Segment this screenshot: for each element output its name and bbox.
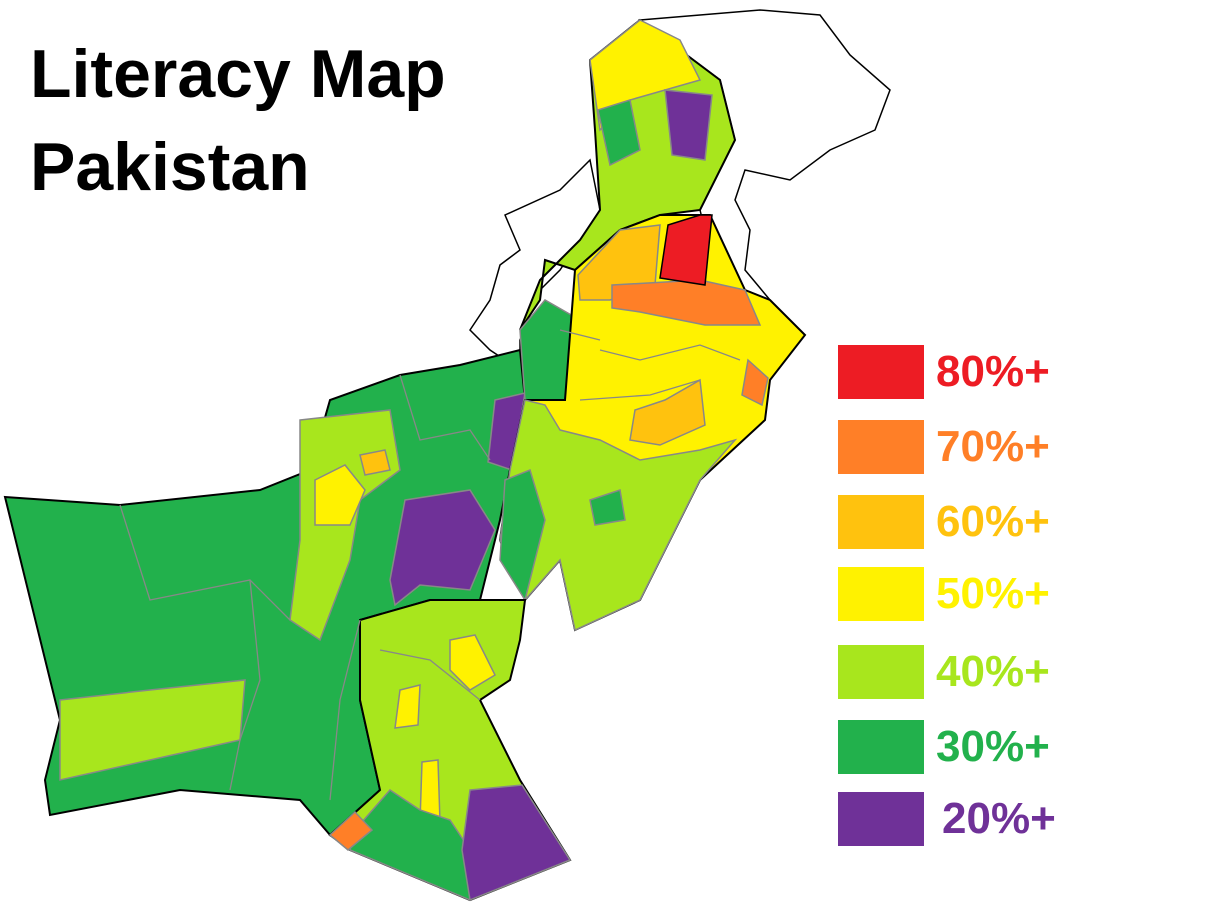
legend-swatch — [838, 420, 924, 474]
legend-label: 40%+ — [936, 647, 1050, 696]
region-sindh-yellow-north — [449, 634, 496, 691]
legend-label: 80%+ — [936, 347, 1050, 396]
legend-label: 70%+ — [936, 422, 1050, 471]
region-punjab-green — [589, 489, 626, 526]
region-balochistan-yellow — [314, 464, 366, 526]
legend-label: 20%+ — [942, 794, 1056, 843]
region-sindh-yellow-center — [394, 684, 421, 729]
region-karachi-orange — [328, 810, 374, 851]
legend-swatch — [838, 495, 924, 549]
region-punjab-west-green — [499, 468, 546, 602]
region-balochistan-purple-center — [389, 489, 496, 607]
legend-swatch — [838, 567, 924, 621]
region-punjab-orange — [611, 279, 762, 326]
legend-label: 60%+ — [936, 497, 1050, 546]
legend-swatch — [838, 792, 924, 846]
region-punjab-gold — [577, 224, 661, 301]
legend-swatch — [838, 720, 924, 774]
legend-swatch — [838, 645, 924, 699]
region-balochistan-gold — [359, 449, 391, 476]
region-kpk-green — [597, 99, 641, 167]
legend-label: 50%+ — [936, 569, 1050, 618]
legend-label: 30%+ — [936, 722, 1050, 771]
region-punjab-orange-east — [741, 358, 769, 407]
region-sindh-purple — [461, 784, 572, 902]
map-title-line1: Literacy Map — [30, 36, 446, 112]
map-title-line2: Pakistan — [30, 129, 310, 205]
region-kpk-purple — [664, 89, 713, 161]
region-sindh-green-south — [349, 789, 471, 902]
region-punjab-red — [659, 214, 713, 286]
region-punjab-gold-center — [629, 378, 706, 446]
district-borders — [119, 329, 741, 801]
legend-swatch — [838, 345, 924, 399]
